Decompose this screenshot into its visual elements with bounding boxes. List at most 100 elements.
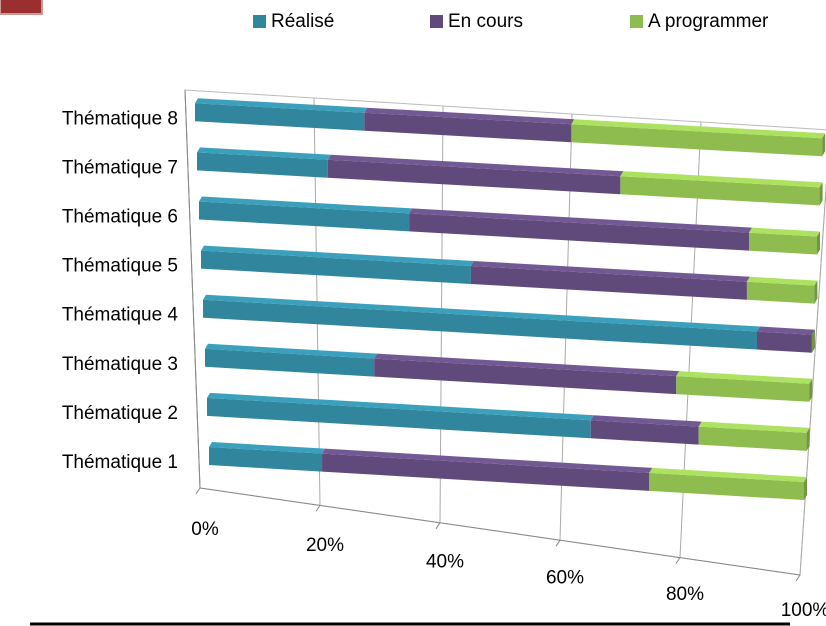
bar-top	[195, 98, 368, 113]
y-tick-label: Thématique 8	[62, 108, 178, 129]
bar-top	[374, 353, 680, 377]
bar-segment	[207, 392, 594, 439]
bar-front	[746, 281, 815, 304]
bar-top	[749, 227, 820, 237]
bar-segment	[205, 343, 378, 377]
bar-end	[819, 182, 823, 206]
bar-segment	[470, 261, 750, 300]
bar-segment	[197, 147, 331, 178]
bar-segment	[757, 326, 815, 353]
bar-top	[409, 208, 753, 233]
y-axis	[184, 89, 201, 489]
x-tick-label: 40%	[426, 551, 464, 572]
legend-label: En cours	[448, 11, 523, 32]
bar-top	[590, 415, 702, 427]
y-tick-label: Thématique 5	[62, 256, 178, 277]
bar-front	[199, 201, 410, 232]
bar-front	[205, 348, 375, 377]
tick-mark	[795, 574, 801, 582]
bar-top	[470, 261, 750, 282]
bar-end	[817, 231, 820, 255]
bar-segment	[364, 107, 575, 143]
bar-segment	[698, 421, 810, 451]
legend-swatch	[430, 15, 443, 28]
bar-top	[203, 294, 761, 332]
bar-top	[322, 448, 653, 473]
grid-line	[799, 181, 826, 576]
bar-front	[327, 159, 621, 195]
x-tick-label: 60%	[546, 568, 584, 589]
bar-front	[649, 472, 804, 500]
y-tick-label: Thématique 7	[62, 157, 178, 178]
bar-segment	[649, 467, 807, 500]
bar-end	[811, 329, 815, 353]
legend-swatch	[630, 15, 643, 28]
bar-front	[195, 103, 365, 131]
bar-front	[571, 124, 823, 157]
bar-top	[757, 326, 815, 335]
bar-top	[746, 276, 818, 286]
corner-box	[0, 0, 43, 15]
x-tick-label: 20%	[306, 535, 344, 556]
bar-end	[809, 378, 813, 402]
bar-segment	[199, 196, 413, 232]
bar-front	[676, 376, 810, 402]
bar-end	[822, 133, 826, 157]
bar-front	[322, 453, 650, 491]
bar-top	[698, 421, 810, 433]
bar-top	[327, 154, 624, 177]
bar-segment	[201, 245, 474, 284]
x-tick-label: 80%	[666, 584, 704, 605]
bar-segment	[590, 415, 702, 445]
y-tick-label: Thématique 1	[62, 452, 178, 473]
bar-front	[749, 232, 817, 255]
bar-front	[209, 447, 323, 472]
bar-segment	[746, 276, 818, 304]
bar-top	[620, 171, 823, 188]
bar-top	[209, 442, 326, 454]
bar-top	[197, 147, 331, 160]
bar-front	[620, 176, 820, 206]
bar-end	[814, 280, 818, 304]
bar-top	[364, 107, 575, 125]
bar-front	[374, 358, 677, 395]
bar-top	[205, 343, 378, 359]
bar-front	[409, 213, 750, 251]
bar-front	[203, 299, 758, 350]
y-tick-label: Thématique 4	[62, 305, 179, 326]
legend-label: Réalisé	[271, 11, 334, 32]
bar-top	[201, 245, 474, 266]
bar-top	[649, 467, 807, 482]
bar-segment	[620, 171, 823, 206]
bar-top	[207, 392, 594, 421]
bar-segment	[195, 98, 368, 131]
bar-segment	[749, 227, 820, 255]
bar-top	[676, 371, 813, 384]
bar-front	[207, 397, 591, 439]
tick-mark	[435, 522, 441, 530]
bar-front	[470, 266, 747, 300]
tick-mark	[195, 487, 201, 495]
bar-segment	[374, 353, 680, 395]
bar-segment	[203, 294, 761, 350]
tick-mark	[555, 539, 561, 547]
bar-top	[199, 196, 413, 214]
bar-segment	[327, 154, 624, 195]
x-axis	[199, 487, 801, 576]
bar-segment	[209, 442, 326, 472]
legend-swatch	[253, 15, 266, 28]
tick-mark	[675, 557, 681, 564]
y-tick-label: Thématique 2	[62, 403, 178, 424]
bar-front	[590, 420, 699, 445]
bar-front	[201, 250, 471, 284]
bar-segment	[811, 329, 815, 353]
bar-end	[804, 477, 807, 500]
y-tick-label: Thématique 3	[62, 354, 178, 375]
x-tick-label: 100%	[781, 600, 826, 621]
bar-front	[698, 426, 807, 451]
x-tick-label: 0%	[191, 519, 219, 540]
bar-top	[571, 119, 826, 139]
bar-front	[757, 331, 812, 353]
bar-segment	[322, 448, 653, 491]
